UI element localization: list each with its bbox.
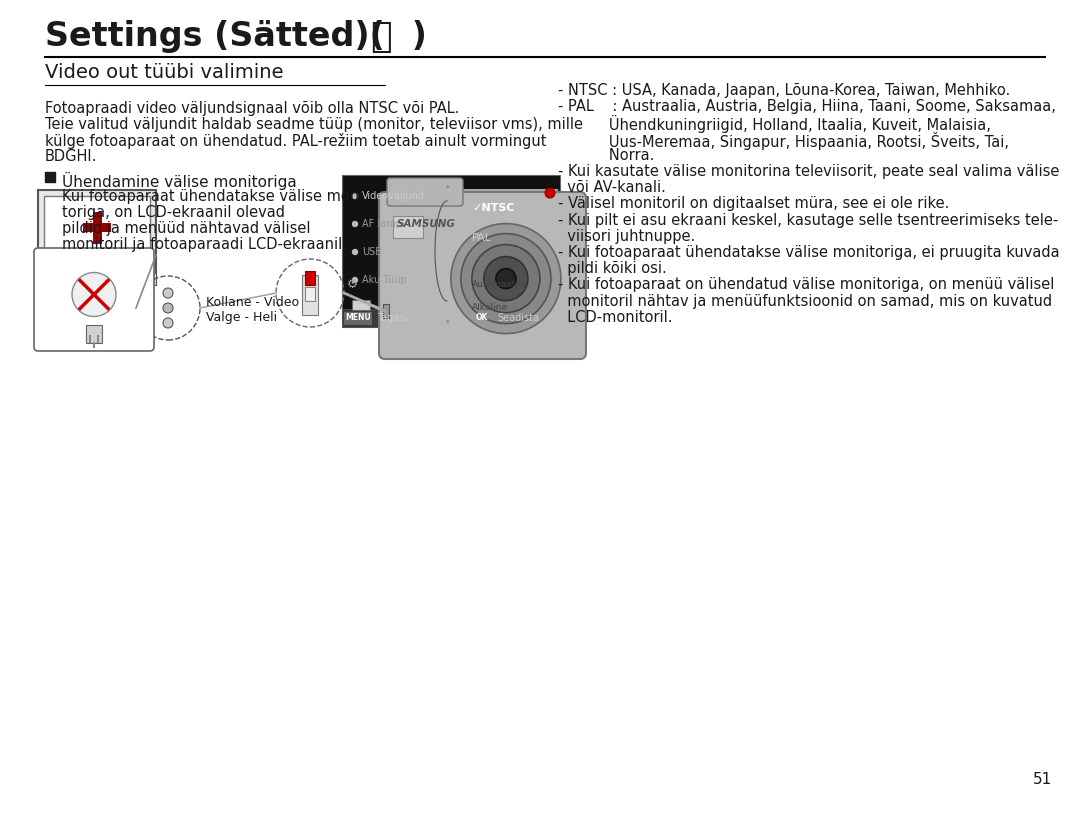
Circle shape (352, 249, 357, 254)
Text: ⚙: ⚙ (347, 278, 359, 291)
Text: Seadista: Seadista (497, 313, 539, 323)
Circle shape (352, 277, 357, 283)
FancyBboxPatch shape (472, 312, 492, 325)
Circle shape (484, 257, 528, 301)
Bar (460, 193, 561, 309)
Bar (342, 175, 561, 327)
FancyBboxPatch shape (387, 178, 463, 206)
Bar (352, 300, 370, 310)
Bar (97, 335, 99, 343)
Bar (305, 287, 315, 301)
Text: LCD-monitoril.: LCD-monitoril. (558, 310, 673, 325)
Bar (383, 304, 389, 318)
Bar (83, 223, 111, 232)
FancyBboxPatch shape (345, 312, 372, 325)
Bar (462, 219, 558, 247)
Text: SAMSUNG: SAMSUNG (397, 219, 456, 229)
Text: pildi kõiki osi.: pildi kõiki osi. (558, 261, 666, 276)
Text: Ühendamine välise monitoriga: Ühendamine välise monitoriga (62, 172, 297, 190)
Text: - Kui pilt ei asu ekraani keskel, kasutage selle tsentreerimiseks tele-: - Kui pilt ei asu ekraani keskel, kasuta… (558, 213, 1058, 227)
Text: Settings (Sätted)(: Settings (Sätted)( (45, 20, 384, 53)
Text: Teie valitud väljundit haldab seadme tüüp (monitor, televiisor vms), mille: Teie valitud väljundit haldab seadme tüü… (45, 117, 583, 132)
Circle shape (461, 234, 551, 324)
Circle shape (163, 303, 173, 313)
Bar (38, 273, 156, 285)
Text: Kui fotoaparaat ühendatakse välise moni-: Kui fotoaparaat ühendatakse välise moni- (62, 189, 368, 204)
Circle shape (163, 318, 173, 328)
Text: monitoril ja fotoaparaadi LCD-ekraanil.: monitoril ja fotoaparaadi LCD-ekraanil. (62, 237, 347, 252)
Text: AF lamp: AF lamp (362, 219, 402, 229)
Text: - Kui fotoaparaat on ühendatud välise monitoriga, on menüü välisel: - Kui fotoaparaat on ühendatud välise mo… (558, 277, 1054, 293)
Text: Aku Tüüp: Aku Tüüp (362, 275, 407, 285)
Text: Tagasi: Tagasi (377, 313, 407, 323)
Text: PAL: PAL (472, 233, 491, 243)
Circle shape (545, 188, 555, 198)
Text: viisori juhtnuppe.: viisori juhtnuppe. (558, 229, 696, 244)
Text: Kollane - Video
Valge - Heli: Kollane - Video Valge - Heli (206, 296, 299, 324)
Bar (305, 271, 315, 285)
Bar (393, 216, 423, 238)
Text: Norra.: Norra. (558, 148, 654, 163)
Bar (93, 212, 102, 244)
Text: MENU: MENU (346, 314, 370, 323)
Text: ): ) (400, 20, 427, 53)
Bar (86, 325, 102, 343)
Text: USB: USB (362, 247, 382, 257)
Bar (44, 278, 49, 283)
Text: monitoril nähtav ja menüüfunktsioonid on samad, mis on kuvatud: monitoril nähtav ja menüüfunktsioonid on… (558, 293, 1052, 309)
Bar (462, 189, 558, 217)
Circle shape (163, 288, 173, 298)
Text: - Kui fotoaparaat ühendatakse välise monitoriga, ei pruugita kuvada: - Kui fotoaparaat ühendatakse välise mon… (558, 245, 1059, 260)
Text: - NTSC : USA, Kanada, Jaapan, Lõuna-Korea, Taiwan, Mehhiko.: - NTSC : USA, Kanada, Jaapan, Lõuna-Kore… (558, 83, 1010, 98)
Text: Videoväljund: Videoväljund (362, 191, 426, 201)
Text: Automaatne: Automaatne (472, 280, 528, 289)
Circle shape (472, 244, 540, 313)
Text: pildid ja menüüd nähtavad välisel: pildid ja menüüd nähtavad välisel (62, 221, 311, 236)
Text: ▴: ▴ (446, 183, 449, 189)
Text: ▾: ▾ (446, 319, 449, 325)
Text: - PAL    : Austraalia, Austria, Belgia, Hiina, Taani, Soome, Saksamaa,: - PAL : Austraalia, Austria, Belgia, Hii… (558, 99, 1056, 114)
Bar (52, 278, 57, 283)
Text: ⛙: ⛙ (370, 20, 392, 54)
Circle shape (72, 272, 116, 316)
Bar (38, 190, 156, 285)
Text: toriga, on LCD-ekraanil olevad: toriga, on LCD-ekraanil olevad (62, 205, 285, 220)
FancyBboxPatch shape (33, 248, 154, 351)
Text: BDGHI.: BDGHI. (45, 149, 97, 164)
Circle shape (352, 193, 357, 199)
Text: või AV-kanali.: või AV-kanali. (558, 180, 666, 196)
Circle shape (451, 223, 561, 333)
Circle shape (496, 269, 516, 289)
Bar (45, 172, 55, 182)
Bar (302, 275, 318, 315)
Text: Uus-Meremaa, Singapur, Hispaania, Rootsi, Šveits, Tai,: Uus-Meremaa, Singapur, Hispaania, Rootsi… (558, 131, 1009, 150)
Text: külge fotoaparaat on ühendatud. PAL-režiim toetab ainult vormingut: külge fotoaparaat on ühendatud. PAL-reži… (45, 133, 546, 149)
FancyBboxPatch shape (379, 192, 586, 359)
Text: 51: 51 (1032, 772, 1052, 787)
Text: Ühendkuningriigid, Holland, Itaalia, Kuveit, Malaisia,: Ühendkuningriigid, Holland, Itaalia, Kuv… (558, 116, 990, 134)
Bar (342, 309, 561, 327)
Bar (89, 335, 91, 343)
Bar (44, 196, 150, 273)
Text: - Välisel monitoril on digitaalset müra, see ei ole rike.: - Välisel monitoril on digitaalset müra,… (558, 196, 949, 211)
Text: Fotoapraadi video väljundsignaal võib olla NTSC või PAL.: Fotoapraadi video väljundsignaal võib ol… (45, 101, 459, 116)
Text: OK: OK (476, 314, 488, 323)
Text: Alkaline: Alkaline (472, 303, 508, 312)
Text: Video out tüübi valimine: Video out tüübi valimine (45, 63, 283, 82)
Text: - Kui kasutate välise monitorina televiisorit, peate seal valima välise: - Kui kasutate välise monitorina televii… (558, 164, 1059, 179)
Text: ✓NTSC: ✓NTSC (472, 203, 514, 213)
Circle shape (352, 222, 357, 227)
